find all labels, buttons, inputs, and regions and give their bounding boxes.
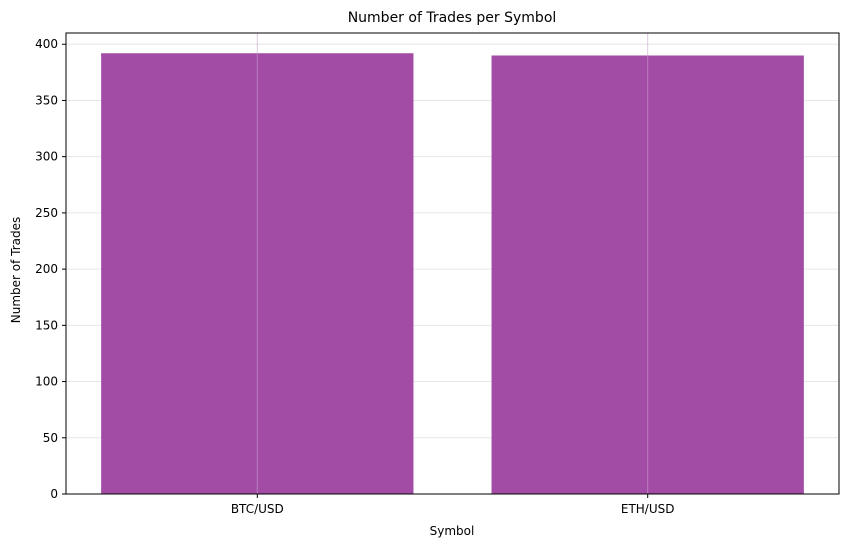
y-tick-label: 150 (35, 318, 58, 332)
x-tick-label: ETH/USD (621, 502, 675, 516)
y-tick-label: 350 (35, 93, 58, 107)
y-axis-label: Number of Trades (9, 217, 23, 324)
y-tick-label: 300 (35, 150, 58, 164)
y-axis-ticks: 0 50 100 150 200 250 300 350 400 (35, 37, 66, 501)
chart-title: Number of Trades per Symbol (348, 10, 557, 26)
y-tick-label: 50 (43, 431, 58, 445)
y-tick-label: 250 (35, 206, 58, 220)
y-tick-label: 200 (35, 262, 58, 276)
y-tick-label: 400 (35, 37, 58, 51)
x-axis-label: Symbol (430, 524, 475, 538)
y-tick-label: 100 (35, 375, 58, 389)
bars (101, 53, 804, 495)
x-tick-label: BTC/USD (231, 502, 284, 516)
grid-overlay (256, 33, 649, 494)
plot-frame (65, 32, 840, 495)
x-axis-ticks: BTC/USD ETH/USD (231, 494, 675, 516)
y-tick-label: 0 (50, 487, 58, 501)
